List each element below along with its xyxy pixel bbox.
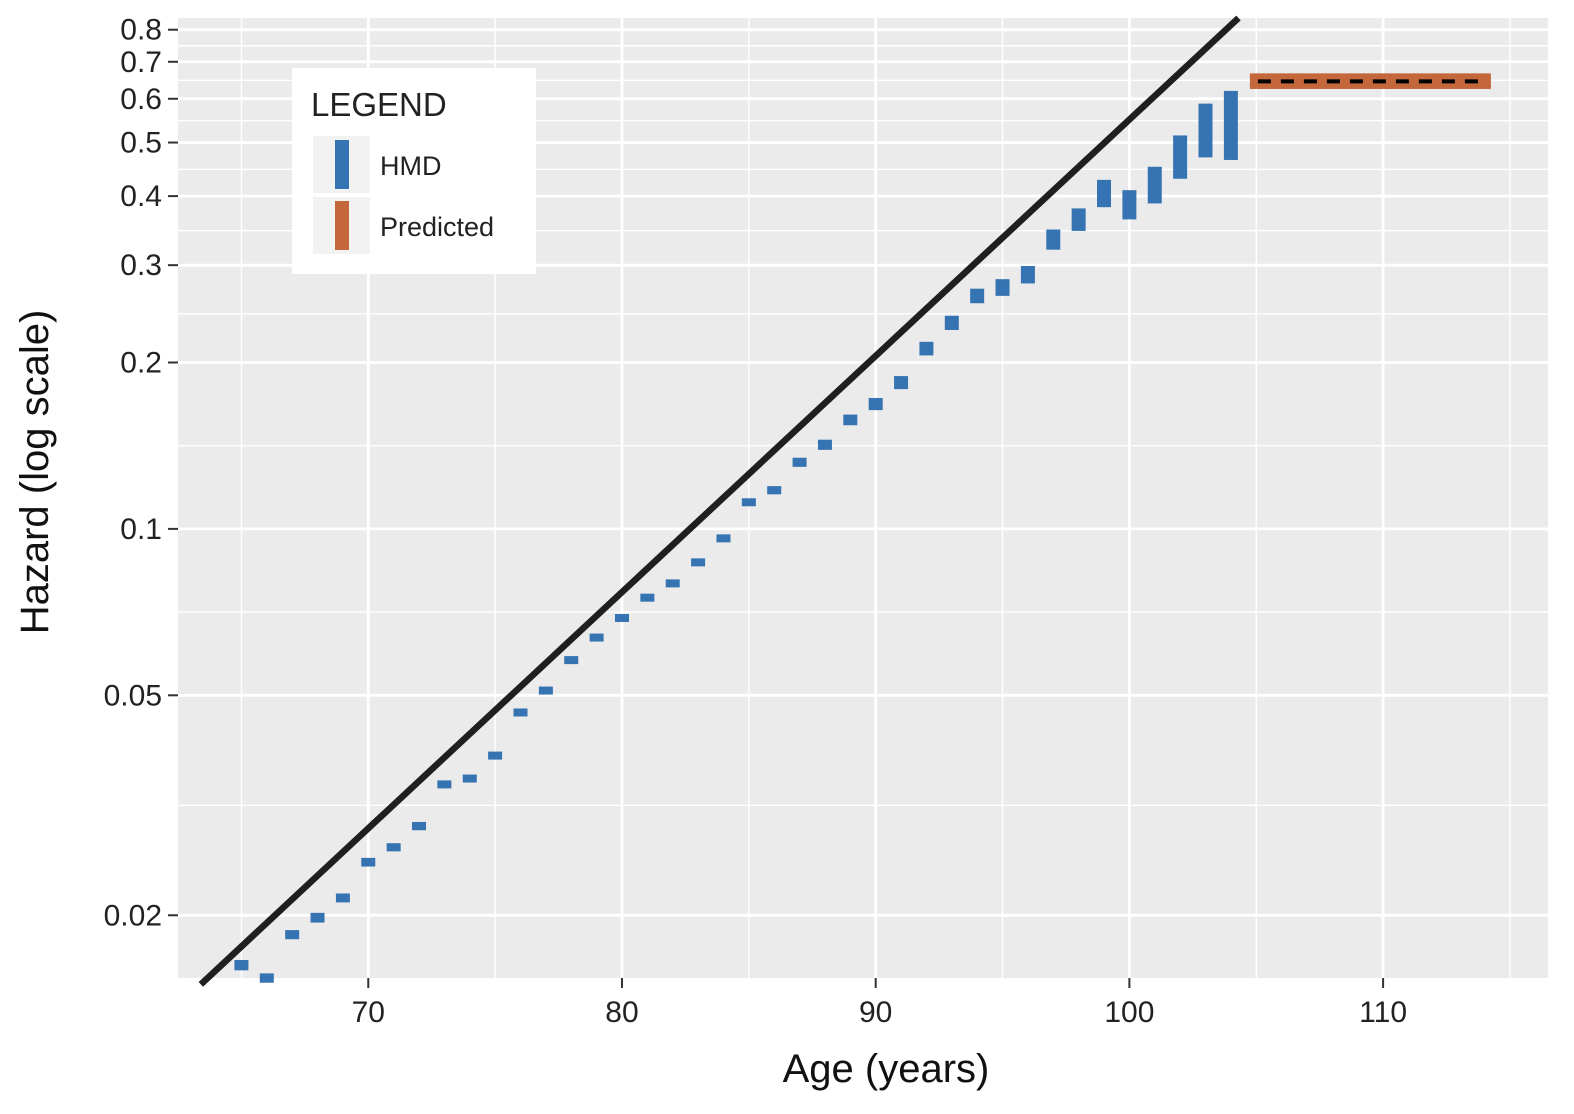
y-tick-label: 0.1 <box>120 513 162 546</box>
y-tick-label: 0.05 <box>104 679 162 712</box>
y-tick-label: 0.02 <box>104 899 162 932</box>
legend-key-predicted <box>335 201 349 250</box>
hmd-interval-bar <box>437 780 452 789</box>
hmd-interval-bar <box>335 893 350 903</box>
hmd-interval-bar <box>868 398 883 411</box>
gompertz-fit-line <box>198 15 1241 987</box>
x-tick-label: 100 <box>1104 996 1154 1029</box>
x-tick-label: 110 <box>1359 996 1407 1029</box>
legend-title: LEGEND <box>311 86 447 123</box>
hmd-interval-bar <box>665 579 680 588</box>
x-tick-label: 90 <box>859 996 892 1029</box>
legend-label-hmd: HMD <box>380 151 442 181</box>
hmd-interval-bar <box>589 633 604 642</box>
legend-key-hmd <box>335 140 349 189</box>
legend-label-predicted: Predicted <box>380 212 494 242</box>
x-tick-label: 70 <box>352 996 385 1029</box>
hmd-interval-bar <box>995 279 1010 296</box>
y-tick-label: 0.2 <box>120 347 162 380</box>
hmd-interval-bar <box>741 498 756 507</box>
minor-gridlines <box>178 18 1548 978</box>
hmd-interval-bar <box>817 439 832 450</box>
hmd-interval-bar <box>513 708 528 717</box>
hmd-interval-bar <box>310 912 325 923</box>
x-tick-label: 80 <box>605 996 638 1029</box>
hmd-interval-bar <box>412 821 427 831</box>
predicted-band <box>1249 73 1491 89</box>
hmd-interval-bar <box>640 593 655 602</box>
x-axis: 70 80 90 100 110 <box>352 978 1407 1029</box>
hmd-interval-bar <box>234 959 249 971</box>
hmd-interval-bar <box>614 614 629 623</box>
hmd-interval-bar <box>792 457 807 467</box>
y-tick-label: 0.6 <box>120 83 162 116</box>
hmd-interval-bar <box>1198 103 1213 158</box>
hmd-interval-bar <box>1097 179 1112 208</box>
hmd-interval-bar <box>691 558 706 567</box>
legend: LEGEND HMD Predicted <box>292 68 536 274</box>
hmd-interval-bar <box>1122 190 1137 220</box>
hmd-interval-bar <box>1071 208 1086 231</box>
hmd-interval-bar <box>386 843 401 852</box>
hmd-interval-bar <box>894 376 909 390</box>
y-tick-label: 0.7 <box>120 46 162 79</box>
hmd-interval-bar <box>1173 135 1188 179</box>
hmd-interval-bar <box>361 857 376 867</box>
hmd-interval-bar <box>462 774 477 783</box>
hmd-interval-bar <box>919 341 934 356</box>
hmd-interval-bar <box>767 486 782 495</box>
data-marks <box>198 15 1491 987</box>
hmd-interval-bar <box>970 288 985 304</box>
hmd-interval-bar <box>1223 90 1238 160</box>
hmd-interval-bar <box>488 751 503 760</box>
hmd-interval-bar <box>1020 265 1035 284</box>
hmd-interval-bar <box>843 414 858 426</box>
y-tick-label: 0.3 <box>120 249 162 282</box>
hmd-interval-bar <box>538 686 553 695</box>
hmd-interval-bar <box>716 534 731 543</box>
hmd-interval-bar <box>259 973 274 983</box>
y-tick-label: 0.4 <box>120 180 162 213</box>
y-axis: 0.02 0.05 0.1 0.2 0.3 0.4 0.5 0.6 0.70.8 <box>104 14 178 932</box>
y-axis-title: Hazard (log scale) <box>13 310 57 635</box>
hmd-interval-bar <box>564 656 579 665</box>
hmd-interval-bar <box>944 315 959 330</box>
hmd-interval-bar <box>285 930 300 940</box>
y-tick-label: 0.5 <box>120 127 162 160</box>
y-tick-label: 0.8 <box>120 14 162 47</box>
x-axis-title: Age (years) <box>783 1047 990 1091</box>
hmd-interval-bar <box>1147 166 1162 204</box>
hmd-interval-bar <box>1046 229 1061 250</box>
